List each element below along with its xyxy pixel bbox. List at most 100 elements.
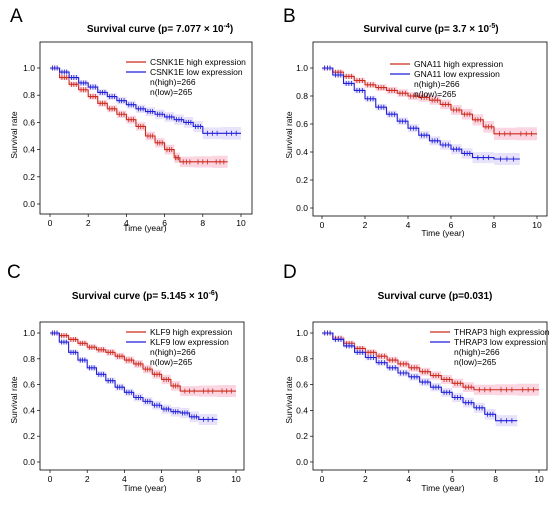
x-tick-label: 8 — [196, 474, 201, 484]
title-main: Survival curve (p= 3.7 × 10 — [363, 24, 489, 35]
x-tick-label: 4 — [124, 218, 129, 228]
y-tick-label: 0.0 — [296, 203, 308, 213]
y-tick-label: 0.6 — [296, 119, 308, 129]
title-suffix: ) — [495, 24, 498, 35]
legend-entry: KLF9 low expression — [150, 337, 229, 347]
y-tick-label: 0.4 — [296, 147, 308, 157]
title-main: Survival curve (p=0.031) — [378, 291, 493, 302]
y-tick-label: 0.8 — [23, 90, 35, 100]
legend-entry: GNA11 low expression — [414, 69, 500, 79]
y-tick-label: 0.6 — [23, 380, 35, 390]
legend-count: n(high)=266 — [414, 79, 460, 89]
chart-title: Survival curve (p= 5.145 × 10-6) — [72, 290, 218, 302]
y-axis-label: Survival rate — [284, 111, 294, 159]
chart-title: Survival curve (p=0.031) — [378, 291, 493, 302]
y-tick-label: 0.2 — [296, 175, 308, 185]
panel-a: A Survival curve (p= 7.077 × 10-4) 0.0 0.2 0… — [9, 6, 253, 233]
y-tick-label: 0.4 — [23, 405, 35, 415]
x-tick-label: 8 — [492, 220, 497, 230]
x-tick-label: 6 — [449, 220, 454, 230]
y-axis-label: Survival rate — [9, 376, 19, 424]
series-line-0 — [50, 332, 236, 392]
series-ci-band — [322, 68, 520, 166]
title-exponent: -4 — [224, 23, 230, 30]
x-tick-label: 8 — [200, 218, 205, 228]
panel-label: D — [283, 262, 297, 283]
y-tick-label: 0.8 — [23, 354, 35, 364]
x-tick-label: 4 — [406, 220, 411, 230]
panel-label: A — [10, 6, 23, 27]
x-tick-label: 6 — [159, 474, 164, 484]
y-tick-label: 0.8 — [296, 91, 308, 101]
y-tick-label: 1.0 — [23, 328, 35, 338]
plot-frame — [312, 321, 548, 471]
title-suffix: ) — [230, 24, 233, 35]
y-tick-label: 0.4 — [296, 405, 308, 415]
x-tick-label: 0 — [320, 220, 325, 230]
y-tick-label: 0.2 — [23, 431, 35, 441]
x-axis-label: Time (year) — [123, 223, 166, 233]
legend-count: n(low)=265 — [454, 357, 497, 367]
title-suffix: ) — [215, 291, 218, 302]
legend-count: n(high)=266 — [454, 347, 500, 357]
x-tick-label: 4 — [122, 474, 127, 484]
y-axis-label: Survival rate — [9, 111, 19, 159]
legend-count: n(low)=265 — [150, 357, 193, 367]
title-exponent: -5 — [489, 23, 495, 30]
y-tick-label: 0.0 — [23, 457, 35, 467]
x-axis-label: Time (year) — [421, 483, 464, 493]
x-tick-label: 10 — [236, 218, 246, 228]
x-tick-label: 10 — [231, 474, 241, 484]
chart-title: Survival curve (p= 7.077 × 10-4) — [87, 23, 233, 35]
legend-entry: CSNK1E high expression — [150, 57, 246, 67]
title-exponent: -6 — [209, 290, 215, 297]
title-main: Survival curve (p= 5.145 × 10 — [72, 291, 209, 302]
x-tick-label: 10 — [534, 474, 544, 484]
x-axis-label: Time (year) — [421, 228, 464, 238]
x-axis-label: Time (year) — [123, 483, 166, 493]
panel-label: C — [7, 262, 21, 283]
y-tick-label: 0.0 — [296, 457, 308, 467]
y-tick-label: 0.6 — [23, 117, 35, 127]
x-tick-label: 8 — [493, 474, 498, 484]
x-tick-label: 0 — [320, 474, 325, 484]
y-axis-label: Survival rate — [284, 376, 294, 424]
x-tick-label: 6 — [450, 474, 455, 484]
panel-b: B Survival curve (p= 3.7 × 10-5) 0.0 0.2 0.4… — [283, 6, 548, 238]
y-tick-label: 1.0 — [296, 63, 308, 73]
chart-title: Survival curve (p= 3.7 × 10-5) — [363, 23, 498, 35]
legend-entry: KLF9 high expression — [150, 327, 232, 337]
x-tick-label: 2 — [363, 220, 368, 230]
legend-count: n(low)=265 — [150, 87, 193, 97]
panel-d: D Survival curve (p=0.031) 0.0 0.2 0.4 0.6 0.8… — [283, 262, 550, 493]
y-tick-label: 1.0 — [296, 328, 308, 338]
legend-count: n(low)=265 — [414, 89, 457, 99]
panel-c: C Survival curve (p= 5.145 × 10-6) 0.0 0.2 0… — [7, 262, 245, 493]
legend-entry: GNA11 high expression — [414, 59, 503, 69]
x-tick-label: 10 — [532, 220, 542, 230]
legend-count: n(high)=266 — [150, 347, 196, 357]
x-tick-label: 2 — [363, 474, 368, 484]
series-line-1 — [50, 67, 241, 134]
x-tick-label: 6 — [162, 218, 167, 228]
y-tick-label: 0.2 — [296, 431, 308, 441]
title-main: Survival curve (p= 7.077 × 10 — [87, 24, 224, 35]
x-tick-label: 2 — [86, 218, 91, 228]
plot-frame — [39, 41, 253, 215]
y-tick-label: 0.2 — [23, 172, 35, 182]
x-tick-label: 4 — [406, 474, 411, 484]
plot-frame — [312, 41, 548, 217]
series-line-0 — [322, 67, 537, 135]
panel-label: B — [283, 6, 296, 27]
legend-entry: CSNK1E low expression — [150, 67, 243, 77]
x-tick-label: 2 — [85, 474, 90, 484]
x-tick-label: 0 — [48, 218, 53, 228]
y-tick-label: 0.8 — [296, 354, 308, 364]
x-tick-label: 0 — [48, 474, 53, 484]
y-tick-label: 0.0 — [23, 199, 35, 209]
series-line-1 — [322, 67, 520, 160]
y-tick-label: 1.0 — [23, 63, 35, 73]
y-tick-label: 0.4 — [23, 145, 35, 155]
legend-count: n(high)=266 — [150, 77, 196, 87]
